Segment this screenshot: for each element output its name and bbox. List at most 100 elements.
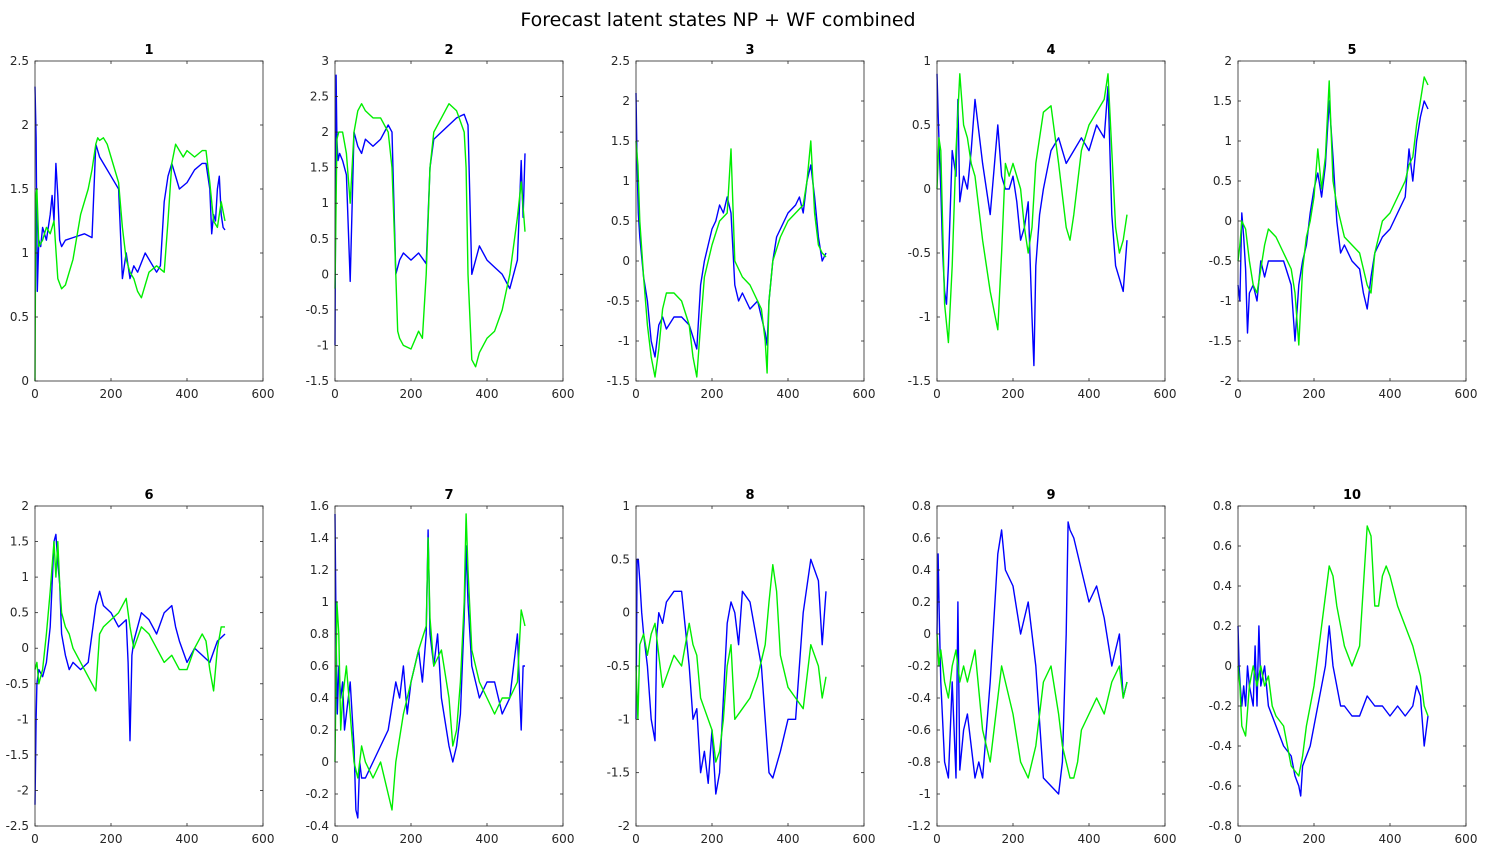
y-tick-label: -0.2: [306, 787, 329, 801]
y-tick-label: 0.5: [1213, 174, 1232, 188]
y-tick-label: -1.5: [607, 374, 630, 388]
y-tick-label: -1: [1220, 294, 1232, 308]
y-tick-label: 1: [1224, 134, 1232, 148]
y-tick-label: 0.5: [611, 552, 630, 566]
y-tick-label: 1: [923, 54, 931, 68]
x-tick-label: 0: [933, 387, 941, 401]
y-tick-label: 2.5: [310, 90, 329, 104]
y-tick-label: -1.5: [908, 374, 931, 388]
x-tick-label: 400: [476, 832, 499, 846]
y-tick-label: 0.4: [310, 691, 329, 705]
subplot-2: 0 200 400 600 -1.5 -1 -0.5 0 0.5 1 1.5 2 2.5 3 2: [306, 43, 575, 401]
y-tick-label: 0.6: [1213, 539, 1232, 553]
y-tick-label: 3: [321, 54, 329, 68]
y-tick-label: 1: [622, 499, 630, 513]
x-tick-label: 0: [331, 832, 339, 846]
y-tick-label: 0.8: [912, 499, 931, 513]
y-tick-label: -0.6: [1209, 779, 1232, 793]
x-tick-label: 400: [777, 387, 800, 401]
y-tick-label: 2: [1224, 54, 1232, 68]
series-line-1: [936, 73, 1128, 367]
y-tick-label: -0.8: [1209, 819, 1232, 833]
y-tick-label: -0.8: [908, 755, 931, 769]
subplot-7: 0 200 400 600 -0.4 -0.2 0 0.2 0.4 0.6 0.8 1 1.2 1.4 1.…: [306, 488, 575, 846]
y-tick-label: -1.2: [908, 819, 931, 833]
series-line-1: [936, 521, 1128, 795]
y-tick-label: -2: [17, 783, 29, 797]
series-line-2: [635, 564, 827, 763]
x-tick-label: 400: [476, 387, 499, 401]
x-tick-label: 200: [100, 832, 123, 846]
x-tick-label: 0: [31, 387, 39, 401]
y-tick-label: 0: [622, 606, 630, 620]
y-tick-label: 0: [622, 254, 630, 268]
axes-box: [34, 60, 264, 382]
y-tick-label: -0.4: [908, 691, 931, 705]
series-line-1: [1237, 100, 1429, 342]
y-tick-label: 1.5: [10, 535, 29, 549]
x-tick-label: 200: [400, 387, 423, 401]
x-tick-label: 0: [1234, 387, 1242, 401]
y-tick-label: 0.6: [912, 531, 931, 545]
y-tick-label: 0: [923, 182, 931, 196]
y-tick-label: -1.5: [306, 374, 329, 388]
subplot-title: 8: [745, 488, 754, 503]
y-tick-label: -2: [618, 819, 630, 833]
y-tick-label: 1: [321, 595, 329, 609]
y-tick-label: -0.4: [306, 819, 329, 833]
y-tick-label: -0.5: [1209, 254, 1232, 268]
y-tick-label: 0.5: [310, 232, 329, 246]
x-tick-label: 0: [31, 832, 39, 846]
subplot-4: 0 200 400 600 -1.5 -1 -0.5 0 0.5 1 4: [908, 43, 1177, 401]
axes-box: [334, 60, 564, 382]
x-tick-label: 400: [176, 832, 199, 846]
x-tick-label: 400: [176, 387, 199, 401]
y-tick-label: 0.5: [611, 214, 630, 228]
x-tick-label: 600: [252, 387, 275, 401]
y-tick-label: 2: [21, 499, 29, 513]
y-tick-label: -2: [1220, 374, 1232, 388]
x-tick-label: 400: [1078, 832, 1101, 846]
x-tick-label: 400: [1379, 387, 1402, 401]
subplot-8: 0 200 400 600 -2 -1.5 -1 -0.5 0 0.5 1 8: [607, 488, 876, 846]
y-tick-label: -0.5: [607, 659, 630, 673]
y-tick-label: -2.5: [6, 819, 29, 833]
x-tick-label: 600: [1455, 832, 1478, 846]
subplot-title: 6: [144, 488, 153, 503]
subplot-3: 0 200 400 600 -1.5 -1 -0.5 0 0.5 1 1.5 2 2.5 3: [607, 43, 876, 401]
x-tick-label: 600: [1154, 832, 1177, 846]
series-line-1: [334, 513, 525, 819]
y-tick-label: 0.2: [310, 723, 329, 737]
y-tick-label: 1.4: [310, 531, 329, 545]
x-tick-label: 0: [331, 387, 339, 401]
x-tick-label: 200: [1002, 832, 1025, 846]
subplot-10: 0 200 400 600 -0.8 -0.6 -0.4 -0.2 0 0.2 0.4 0.6 0.8 1…: [1209, 488, 1478, 846]
series-line-1: [1237, 625, 1429, 797]
y-tick-label: -1.5: [607, 766, 630, 780]
y-tick-label: 0.5: [912, 118, 931, 132]
subplot-5: 0 200 400 600 -2 -1.5 -1 -0.5 0 0.5 1 1.5 2 5: [1209, 43, 1478, 401]
x-tick-label: 400: [1078, 387, 1101, 401]
x-tick-label: 200: [701, 387, 724, 401]
series-line-2: [1237, 525, 1429, 777]
y-tick-label: 0.6: [310, 659, 329, 673]
series-line-1: [635, 92, 827, 358]
y-tick-label: 0: [321, 267, 329, 281]
x-tick-label: 200: [1303, 387, 1326, 401]
series-line-1: [34, 533, 226, 805]
subplot-title: 2: [444, 43, 453, 58]
y-tick-label: -0.6: [908, 723, 931, 737]
x-tick-label: 200: [1002, 387, 1025, 401]
series-line-2: [334, 102, 526, 368]
y-tick-label: 0: [1224, 659, 1232, 673]
axes-box: [936, 60, 1166, 382]
subplot-title: 3: [745, 43, 754, 58]
series-line-2: [1237, 76, 1429, 346]
x-tick-label: 400: [1379, 832, 1402, 846]
subplot-1: 0 200 400 600 0 0.5 1 1.5 2 2.5 1: [10, 43, 275, 401]
y-tick-label: -1.5: [1209, 334, 1232, 348]
y-tick-label: 2.5: [10, 54, 29, 68]
y-tick-label: 1.2: [310, 563, 329, 577]
x-tick-label: 600: [552, 832, 575, 846]
